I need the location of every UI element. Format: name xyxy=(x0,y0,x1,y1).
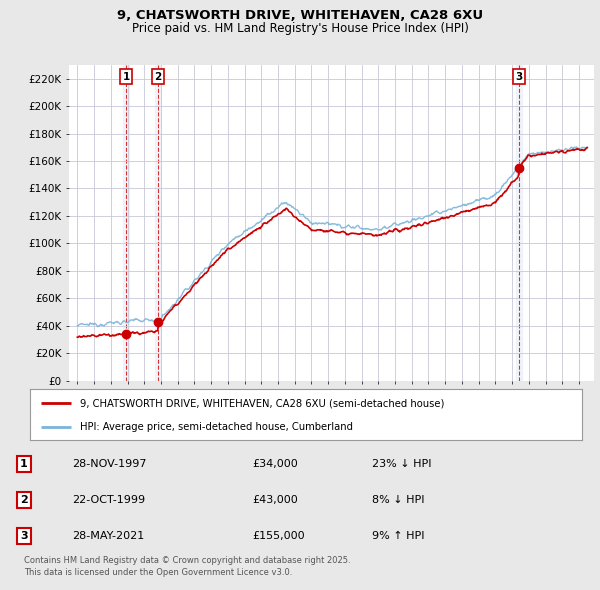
Text: £34,000: £34,000 xyxy=(252,460,298,469)
Text: 2: 2 xyxy=(20,496,28,506)
Text: 9, CHATSWORTH DRIVE, WHITEHAVEN, CA28 6XU (semi-detached house): 9, CHATSWORTH DRIVE, WHITEHAVEN, CA28 6X… xyxy=(80,398,444,408)
Text: 28-MAY-2021: 28-MAY-2021 xyxy=(72,532,144,542)
Bar xyxy=(155,65,161,381)
Bar xyxy=(123,65,129,381)
Text: HPI: Average price, semi-detached house, Cumberland: HPI: Average price, semi-detached house,… xyxy=(80,422,353,432)
Text: 23% ↓ HPI: 23% ↓ HPI xyxy=(372,460,431,469)
Text: 2: 2 xyxy=(154,72,161,82)
Text: £155,000: £155,000 xyxy=(252,532,305,542)
Bar xyxy=(516,65,522,381)
Text: 9% ↑ HPI: 9% ↑ HPI xyxy=(372,532,425,542)
Text: 9, CHATSWORTH DRIVE, WHITEHAVEN, CA28 6XU: 9, CHATSWORTH DRIVE, WHITEHAVEN, CA28 6X… xyxy=(117,9,483,22)
Text: 3: 3 xyxy=(20,532,28,542)
Text: Contains HM Land Registry data © Crown copyright and database right 2025.
This d: Contains HM Land Registry data © Crown c… xyxy=(24,556,350,576)
Text: 3: 3 xyxy=(515,72,523,82)
Text: 1: 1 xyxy=(122,72,130,82)
Text: 22-OCT-1999: 22-OCT-1999 xyxy=(72,496,145,506)
Text: 28-NOV-1997: 28-NOV-1997 xyxy=(72,460,146,469)
Text: £43,000: £43,000 xyxy=(252,496,298,506)
Text: Price paid vs. HM Land Registry's House Price Index (HPI): Price paid vs. HM Land Registry's House … xyxy=(131,22,469,35)
Text: 8% ↓ HPI: 8% ↓ HPI xyxy=(372,496,425,506)
Text: 1: 1 xyxy=(20,460,28,469)
